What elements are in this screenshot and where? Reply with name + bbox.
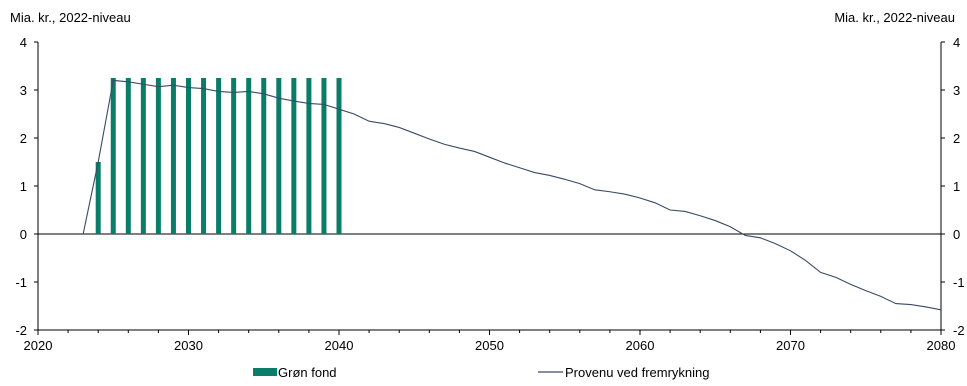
bar-2034 <box>246 78 252 234</box>
bar-2037 <box>291 78 297 234</box>
bar-2032 <box>216 78 222 234</box>
bar-2040 <box>336 78 342 234</box>
y-tick-label-right: -2 <box>953 323 965 338</box>
bar-2026 <box>125 78 131 234</box>
x-tick-label: 2080 <box>927 338 956 353</box>
y-tick-label-right: -1 <box>953 275 965 290</box>
y-tick-label-left: 2 <box>20 131 27 146</box>
right-axis-unit: Mia. kr., 2022-niveau <box>834 10 955 25</box>
bar-2029 <box>170 78 176 234</box>
y-tick-label-right: 3 <box>953 83 960 98</box>
y-tick-label-right: 0 <box>953 227 960 242</box>
y-tick-label-left: 4 <box>20 35 27 50</box>
x-tick-label: 2060 <box>626 338 655 353</box>
bar-2025 <box>110 78 116 234</box>
y-tick-label-left: -2 <box>15 323 27 338</box>
bars-layer <box>95 78 342 234</box>
bar-2031 <box>201 78 207 234</box>
line-provenu <box>82 79 942 311</box>
x-tick-label: 2070 <box>776 338 805 353</box>
bar-2030 <box>186 78 191 234</box>
y-tick-label-right: 4 <box>953 35 960 50</box>
y-tick-label-left: 1 <box>20 179 27 194</box>
bar-2038 <box>306 78 312 234</box>
legend-label-line: Provenu ved fremrykning <box>565 365 710 380</box>
legend-label-bar: Grøn fond <box>278 365 337 380</box>
y-tick-label-right: 2 <box>953 131 960 146</box>
y-tick-label-left: -1 <box>15 275 27 290</box>
y-tick-label-left: 3 <box>20 83 27 98</box>
bar-2027 <box>140 78 146 234</box>
left-axis-unit: Mia. kr., 2022-niveau <box>10 10 131 25</box>
x-tick-label: 2020 <box>24 338 53 353</box>
y-tick-label-right: 1 <box>953 179 960 194</box>
bar-2039 <box>321 78 327 234</box>
y-tick-label-left: 0 <box>20 227 27 242</box>
line-layer <box>82 79 942 311</box>
bar-2036 <box>276 78 282 234</box>
bar-2035 <box>261 78 267 234</box>
x-tick-label: 2030 <box>174 338 203 353</box>
x-tick-label: 2050 <box>475 338 504 353</box>
bar-2024 <box>95 162 101 234</box>
legend-swatch-bar <box>253 368 277 376</box>
bar-2033 <box>231 78 237 234</box>
legend: Grøn fond Provenu ved fremrykning <box>253 365 710 380</box>
bar-2028 <box>155 78 161 234</box>
x-tick-label: 2040 <box>325 338 354 353</box>
